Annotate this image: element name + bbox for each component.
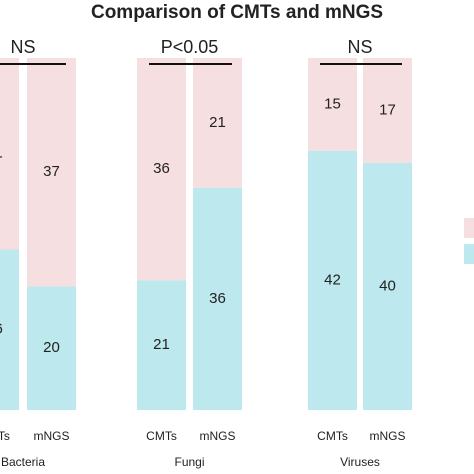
x-tick-label: mNGS [200,429,236,443]
data-label: 36 [153,160,170,177]
data-label: 42 [324,271,341,288]
group-label: Fungi [174,455,204,469]
group-label: Viruses [340,455,380,469]
x-tick-label: mNGS [370,429,406,443]
data-label: 37 [43,163,60,180]
bar-segment [363,162,412,410]
chart-title: Comparison of CMTs and mNGS [91,2,383,23]
data-label: 15 [324,95,341,112]
data-label: 31 [0,145,3,162]
bar-segment [193,187,242,410]
data-label: 26 [0,321,3,338]
data-label: 20 [43,339,60,356]
bar-segment [0,249,19,410]
data-label: 17 [379,101,396,118]
bar-segment [137,280,186,410]
legend-swatch [464,218,474,238]
x-tick-label: mNGS [34,429,70,443]
data-label: 36 [209,290,226,307]
x-tick-label: CMTs [317,429,348,443]
significance-label: P<0.05 [161,37,219,57]
bar-segment [0,58,19,250]
data-label: 21 [209,114,226,131]
legend-swatch [464,244,474,264]
bar-segment [308,150,357,410]
bar-segment [363,58,412,163]
x-tick-label: CMTs [0,429,10,443]
bar-segment [308,58,357,151]
bar-segment [193,58,242,188]
bar-segment [137,58,186,281]
group-label: Bacteria [1,455,45,469]
x-tick-label: CMTs [146,429,177,443]
bar-segment [27,286,76,410]
significance-label: NS [10,37,35,57]
significance-label: NS [347,37,372,57]
bar-segment [27,58,76,287]
data-label: 40 [379,277,396,294]
data-label: 21 [153,336,170,353]
